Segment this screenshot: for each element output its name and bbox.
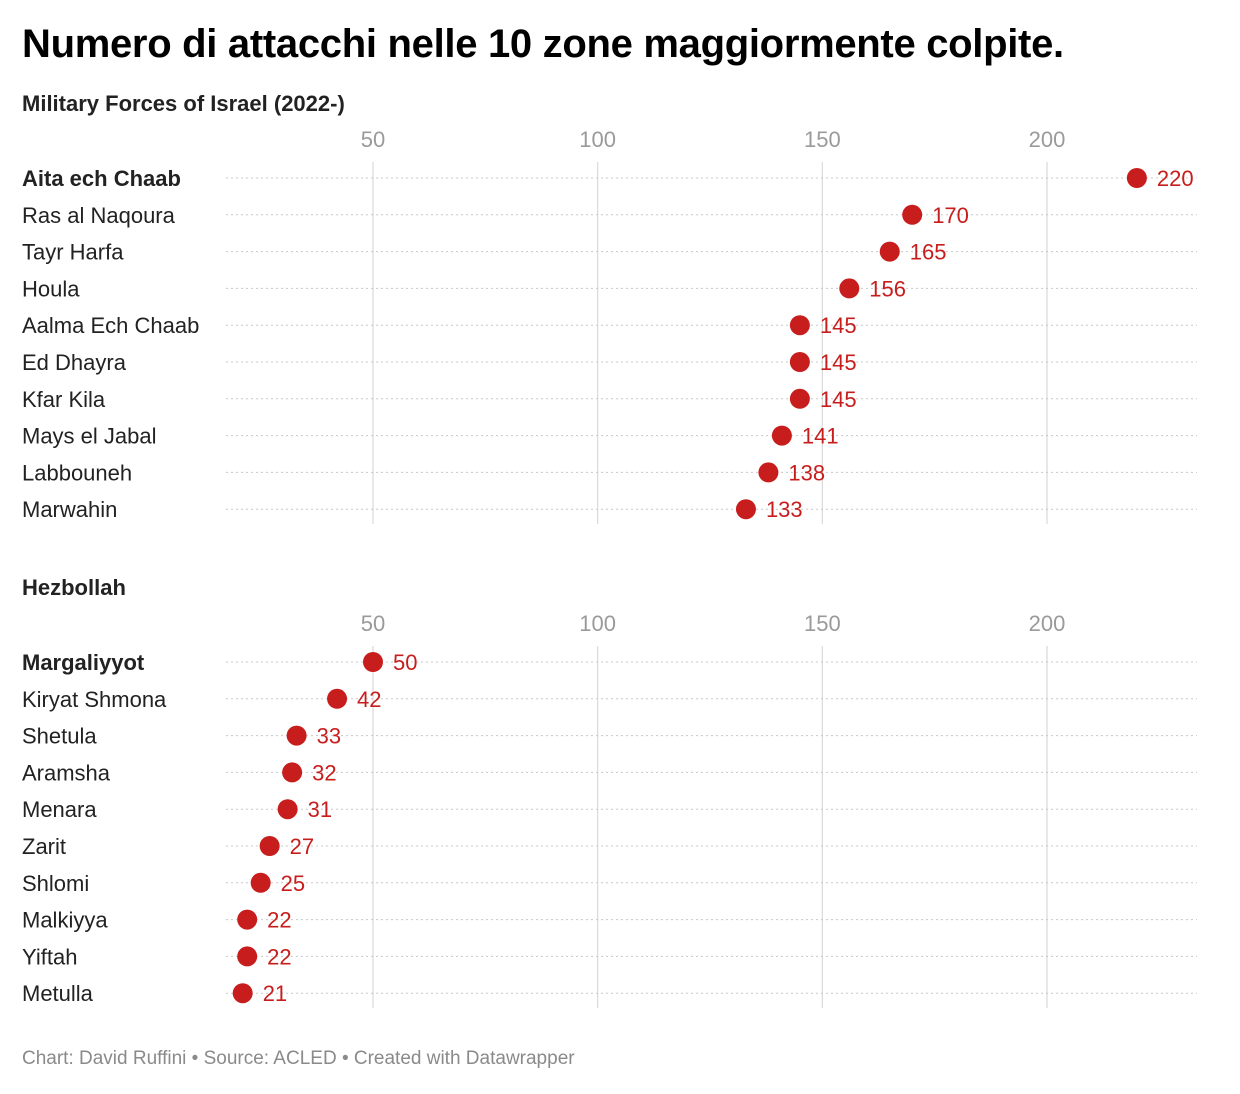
value-label: 33	[317, 724, 341, 749]
category-label: Margaliyyot	[22, 650, 145, 675]
chart-footer: Chart: David Ruffini • Source: ACLED • C…	[22, 1048, 575, 1069]
category-label: Kfar Kila	[22, 387, 106, 412]
x-tick-label: 200	[1029, 127, 1066, 152]
value-label: 165	[910, 240, 947, 265]
panel-title-hezbollah: Hezbollah	[22, 575, 126, 600]
category-label: Yiftah	[22, 944, 77, 969]
value-label: 32	[312, 760, 336, 785]
x-tick-label: 100	[579, 127, 616, 152]
value-label: 31	[308, 797, 332, 822]
data-point-israel	[789, 388, 810, 409]
data-point-hezbollah	[237, 909, 258, 930]
x-tick-label: 50	[361, 127, 385, 152]
x-tick-label: 150	[804, 127, 841, 152]
data-point-hezbollah	[327, 688, 348, 709]
data-point-hezbollah	[259, 836, 280, 856]
category-label: Ras al Naqoura	[22, 203, 176, 228]
data-point-hezbollah	[363, 652, 383, 672]
x-tick-label: 200	[1029, 611, 1066, 636]
category-label: Ed Dhayra	[22, 350, 127, 375]
data-point-hezbollah	[232, 983, 253, 1004]
value-label: 27	[290, 834, 314, 859]
dot-plot-hezbollah: 50 100 150 200 Margaliyyot 50 Kiryat Shmona 42 S…	[22, 611, 1197, 1008]
value-label: 25	[281, 871, 305, 896]
value-label: 170	[932, 203, 969, 228]
value-label: 22	[267, 944, 291, 969]
data-point-israel	[735, 499, 756, 520]
category-label: Aramsha	[22, 760, 111, 785]
value-label: 133	[766, 497, 803, 522]
category-label: Labbouneh	[22, 460, 132, 485]
data-point-israel	[789, 352, 810, 372]
x-tick-label: 150	[804, 611, 841, 636]
category-label: Aalma Ech Chaab	[22, 313, 199, 338]
data-point-israel	[758, 462, 779, 483]
value-label: 50	[393, 650, 417, 675]
category-label: Metulla	[22, 981, 94, 1006]
value-label: 42	[357, 687, 381, 712]
value-label: 145	[820, 313, 857, 338]
data-point-israel	[1126, 168, 1147, 188]
value-label: 145	[820, 350, 857, 375]
x-tick-label: 50	[361, 611, 385, 636]
chart-title: Numero di attacchi nelle 10 zone maggior…	[22, 22, 1064, 66]
value-label: 21	[263, 981, 287, 1006]
data-point-hezbollah	[237, 946, 258, 967]
data-point-israel	[789, 315, 810, 336]
data-point-israel	[879, 241, 900, 262]
category-label: Marwahin	[22, 497, 117, 522]
category-label: Houla	[22, 276, 80, 301]
x-tick-label: 100	[579, 611, 616, 636]
category-label: Menara	[22, 797, 97, 822]
data-point-israel	[771, 425, 792, 446]
value-label: 220	[1157, 166, 1194, 191]
data-point-israel	[902, 204, 923, 225]
data-point-hezbollah	[286, 725, 307, 746]
category-label: Kiryat Shmona	[22, 687, 167, 712]
value-label: 145	[820, 387, 857, 412]
value-label: 156	[869, 276, 906, 301]
value-label: 138	[788, 460, 825, 485]
panel-title-israel: Military Forces of Israel (2022-)	[22, 91, 345, 116]
data-point-israel	[839, 278, 860, 299]
data-point-hezbollah	[250, 872, 271, 893]
category-label: Malkiyya	[22, 908, 108, 933]
data-point-hezbollah	[282, 762, 303, 783]
value-label: 141	[802, 424, 839, 449]
category-label: Mays el Jabal	[22, 424, 157, 449]
dot-plot-israel: 50 100 150 200 Aita ech Chaab 220 Ras al Naqou…	[22, 127, 1197, 524]
category-label: Zarit	[22, 834, 66, 859]
category-label: Shetula	[22, 724, 97, 749]
category-label: Tayr Harfa	[22, 240, 124, 265]
data-point-hezbollah	[277, 799, 298, 820]
category-label: Shlomi	[22, 871, 89, 896]
value-label: 22	[267, 908, 291, 933]
category-label: Aita ech Chaab	[22, 166, 181, 191]
